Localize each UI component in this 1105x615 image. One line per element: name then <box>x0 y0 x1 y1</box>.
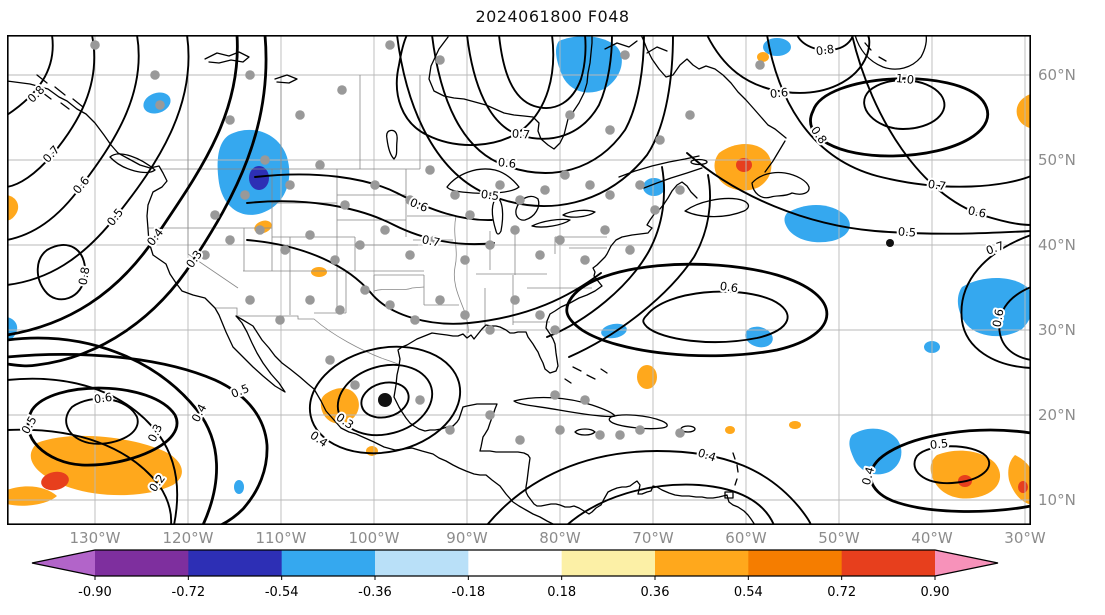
svg-text:0.5: 0.5 <box>929 436 949 452</box>
lon-tick-label: 100°W <box>348 529 400 547</box>
svg-text:0.5: 0.5 <box>18 414 39 437</box>
svg-text:-0.54: -0.54 <box>265 585 299 600</box>
map-frame <box>7 35 1032 525</box>
svg-text:0.4: 0.4 <box>696 446 718 465</box>
svg-text:0.7: 0.7 <box>511 126 530 141</box>
svg-text:0.72: 0.72 <box>827 585 856 600</box>
svg-text:-0.72: -0.72 <box>172 585 206 600</box>
lon-tick-label: 60°W <box>725 529 767 547</box>
svg-text:0.4: 0.4 <box>307 428 330 450</box>
svg-text:0.54: 0.54 <box>734 585 763 600</box>
svg-text:0.7: 0.7 <box>984 238 1006 257</box>
svg-text:0.90: 0.90 <box>921 585 950 600</box>
lat-tick-label: 10°N <box>1038 491 1076 509</box>
colorbar: -0.90 -0.72 -0.54 -0.36 -0.18 0.18 0.36 0.54 0.7… <box>31 549 999 600</box>
svg-text:0.18: 0.18 <box>547 585 576 600</box>
station-dots <box>90 40 765 445</box>
svg-text:0.5: 0.5 <box>480 187 500 203</box>
svg-text:0.3: 0.3 <box>183 248 205 271</box>
contour-labels: 0.30.40.50.60.70.80.80.50.60.40.30.20.50… <box>16 40 1008 497</box>
svg-text:0.6: 0.6 <box>93 390 113 406</box>
lon-tick-label: 50°W <box>818 529 860 547</box>
lon-tick-label: 80°W <box>539 529 581 547</box>
map-canvas: 0.30.40.50.60.70.80.80.50.60.40.30.20.50… <box>5 33 1034 527</box>
svg-text:0.7: 0.7 <box>421 232 442 249</box>
svg-text:-0.36: -0.36 <box>358 585 392 600</box>
svg-text:0.5: 0.5 <box>897 224 916 239</box>
svg-text:0.6: 0.6 <box>967 203 988 220</box>
svg-text:0.6: 0.6 <box>719 279 739 295</box>
figure-title: 2024061800 F048 <box>475 7 630 26</box>
svg-text:0.6: 0.6 <box>497 155 517 171</box>
svg-text:0.7: 0.7 <box>927 177 947 193</box>
lon-tick-label: 70°W <box>632 529 674 547</box>
svg-text:0.8: 0.8 <box>25 83 48 106</box>
highlight-points <box>378 239 894 407</box>
lat-tick-label: 60°N <box>1038 66 1076 84</box>
svg-text:0.6: 0.6 <box>408 195 430 215</box>
lat-tick-label: 30°N <box>1038 321 1076 339</box>
lat-tick-label: 50°N <box>1038 151 1076 169</box>
svg-text:0.8: 0.8 <box>76 266 93 286</box>
lon-tick-label: 120°W <box>162 529 214 547</box>
svg-text:-0.90: -0.90 <box>78 585 112 600</box>
svg-text:0.5: 0.5 <box>229 381 251 401</box>
graticule-gridlines <box>7 35 1031 525</box>
lon-tick-label: 110°W <box>255 529 307 547</box>
lat-tick-label: 20°N <box>1038 406 1076 424</box>
lon-tick-label: 40°W <box>911 529 953 547</box>
lon-tick-label: 30°W <box>1004 529 1046 547</box>
svg-text:-0.18: -0.18 <box>452 585 486 600</box>
map-panel: 0.3 0.4 0.5 0.6 0.7 0.8 0.8 0.5 0.6 0.4 0.3 0.2 0.5 0… <box>5 33 1034 527</box>
svg-text:0.6: 0.6 <box>769 85 789 101</box>
lon-tick-label: 90°W <box>446 529 488 547</box>
svg-text:0.36: 0.36 <box>641 585 670 600</box>
svg-text:0.6: 0.6 <box>990 308 1007 328</box>
lat-tick-label: 40°N <box>1038 236 1076 254</box>
svg-text:1.0: 1.0 <box>895 71 915 87</box>
lon-tick-label: 130°W <box>69 529 121 547</box>
svg-text:0.8: 0.8 <box>815 42 835 58</box>
